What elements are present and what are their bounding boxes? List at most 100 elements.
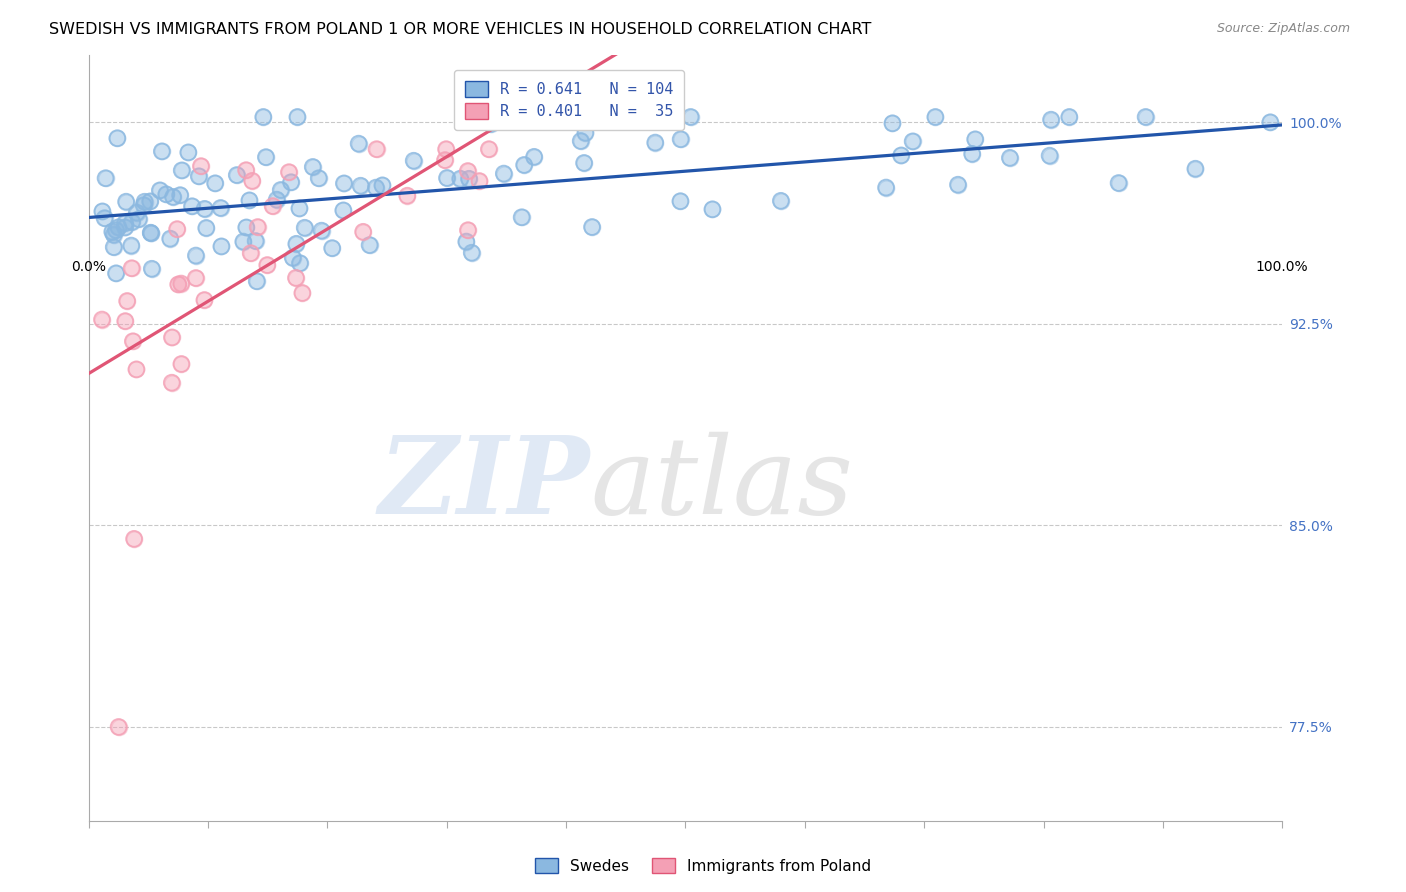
Point: [141, 261, 163, 276]
Point: [115, 194, 138, 209]
Point: [160, 376, 183, 390]
Point: [170, 357, 193, 371]
Point: [160, 330, 183, 344]
Point: [187, 169, 209, 184]
Point: [107, 720, 129, 734]
Point: [308, 171, 330, 186]
Point: [115, 293, 138, 308]
Point: [468, 174, 491, 188]
Text: SWEDISH VS IMMIGRANTS FROM POLAND 1 OR MORE VEHICLES IN HOUSEHOLD CORRELATION CH: SWEDISH VS IMMIGRANTS FROM POLAND 1 OR M…: [49, 22, 872, 37]
Point: [256, 258, 278, 272]
Point: [270, 183, 292, 197]
Point: [277, 165, 299, 179]
Point: [436, 170, 458, 185]
Point: [882, 116, 904, 130]
Point: [284, 271, 307, 285]
Point: [402, 153, 425, 168]
Point: [352, 225, 374, 239]
Point: [115, 194, 138, 209]
Point: [288, 202, 311, 216]
Point: [574, 126, 596, 140]
Point: [121, 215, 143, 229]
Point: [364, 180, 387, 194]
Point: [245, 234, 267, 248]
Point: [139, 226, 162, 240]
Point: [184, 271, 207, 285]
Point: [644, 136, 666, 150]
Point: [139, 194, 162, 209]
Point: [510, 211, 533, 225]
Point: [167, 277, 190, 292]
Point: [107, 220, 129, 235]
Point: [121, 334, 143, 349]
Point: [159, 232, 181, 246]
Point: [132, 198, 155, 212]
Point: [139, 226, 162, 240]
Point: [125, 362, 148, 376]
Point: [457, 223, 479, 237]
Point: [901, 135, 924, 149]
Point: [91, 312, 114, 326]
Point: [103, 227, 125, 242]
Point: [107, 720, 129, 734]
Point: [457, 164, 479, 178]
Point: [581, 219, 603, 234]
Point: [125, 205, 148, 219]
Point: [449, 171, 471, 186]
Point: [91, 204, 114, 219]
Point: [209, 239, 232, 253]
Point: [1039, 148, 1062, 162]
Point: [238, 194, 260, 208]
Point: [1108, 176, 1130, 190]
Point: [1258, 115, 1281, 129]
Point: [669, 132, 692, 146]
Point: [359, 238, 381, 252]
Point: [103, 240, 125, 254]
Point: [169, 188, 191, 202]
Point: [246, 220, 269, 235]
Point: [93, 211, 115, 226]
Point: [204, 177, 226, 191]
Point: [195, 221, 218, 235]
Point: [890, 148, 912, 162]
Point: [1258, 115, 1281, 129]
Point: [396, 188, 419, 202]
Point: [235, 220, 257, 235]
Point: [1135, 110, 1157, 124]
Point: [456, 235, 478, 249]
Point: [193, 293, 215, 307]
Point: [149, 183, 172, 197]
Point: [170, 277, 193, 291]
Point: [94, 171, 117, 186]
Point: [523, 150, 546, 164]
Point: [1184, 161, 1206, 176]
Point: [262, 199, 284, 213]
Point: [246, 274, 269, 288]
Point: [193, 202, 215, 216]
Point: [510, 211, 533, 225]
Point: [669, 132, 692, 146]
Point: [352, 225, 374, 239]
Point: [572, 156, 595, 170]
Point: [170, 163, 193, 178]
Point: [457, 223, 479, 237]
Point: [433, 153, 456, 167]
Point: [449, 171, 471, 186]
Point: [128, 212, 150, 227]
Point: [266, 193, 288, 207]
Point: [122, 532, 145, 546]
Point: [277, 165, 299, 179]
Point: [294, 220, 316, 235]
Legend: R = 0.641   N = 104, R = 0.401   N =  35: R = 0.641 N = 104, R = 0.401 N = 35: [454, 70, 685, 130]
Text: 100.0%: 100.0%: [1256, 260, 1309, 275]
Point: [280, 175, 302, 189]
Point: [458, 171, 481, 186]
Point: [513, 158, 536, 172]
Point: [311, 224, 333, 238]
Point: [436, 170, 458, 185]
Point: [359, 238, 381, 252]
Point: [114, 314, 136, 328]
Point: [125, 362, 148, 376]
Point: [669, 194, 692, 209]
Point: [256, 258, 278, 272]
